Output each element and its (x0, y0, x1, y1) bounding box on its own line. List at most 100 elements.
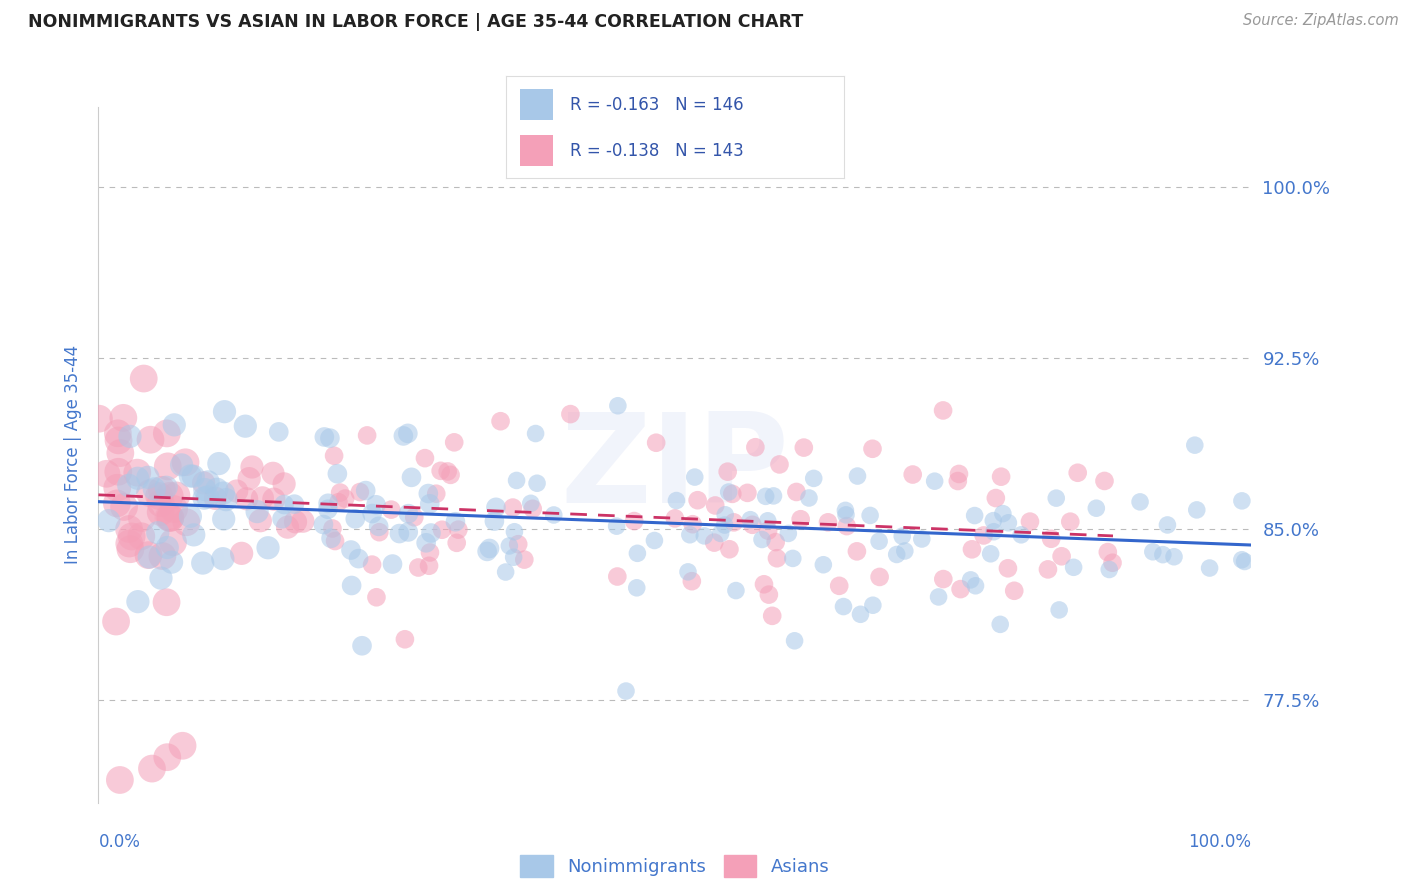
Point (283, 497, 305, 511)
Point (273, 476, 295, 491)
Point (141, 762, 163, 776)
Point (420, 526, 443, 541)
Point (197, 475, 219, 489)
Point (197, 490, 219, 504)
Legend: Nonimmigrants, Asians: Nonimmigrants, Asians (513, 847, 837, 884)
Point (679, 528, 702, 542)
Point (212, 512, 235, 526)
Point (503, 524, 526, 539)
Point (886, 548, 908, 562)
Point (225, 484, 247, 499)
Point (752, 577, 775, 591)
Point (214, 405, 236, 419)
Point (714, 508, 737, 522)
Point (683, 470, 706, 484)
Point (394, 632, 416, 647)
Point (498, 539, 520, 553)
Point (495, 565, 517, 579)
Point (606, 519, 628, 533)
Point (211, 551, 233, 566)
Point (832, 599, 855, 614)
Point (319, 531, 342, 545)
Point (110, 446, 132, 460)
Point (215, 492, 238, 507)
Point (356, 428, 378, 442)
Point (665, 493, 688, 508)
Point (364, 498, 387, 512)
Point (183, 528, 205, 542)
Text: R = -0.138   N = 143: R = -0.138 N = 143 (571, 142, 744, 160)
Text: 0.0%: 0.0% (98, 833, 141, 851)
Point (96, 467, 118, 481)
Point (429, 464, 451, 478)
Point (138, 548, 160, 562)
Point (959, 573, 981, 587)
Point (238, 472, 260, 486)
Point (152, 549, 174, 563)
Point (1067, 466, 1090, 480)
Point (543, 508, 565, 522)
Point (249, 514, 271, 528)
Point (862, 599, 884, 613)
Point (107, 465, 129, 479)
Point (834, 503, 856, 517)
Point (155, 595, 177, 609)
Point (314, 430, 336, 444)
Point (614, 684, 637, 698)
Point (997, 561, 1019, 575)
Point (981, 514, 1004, 528)
Point (623, 514, 645, 528)
Point (901, 467, 924, 482)
Point (983, 524, 1005, 539)
Point (990, 469, 1012, 483)
Point (948, 467, 970, 481)
Point (991, 507, 1014, 521)
Point (768, 458, 790, 472)
Point (845, 544, 868, 558)
Point (179, 469, 201, 483)
Point (262, 467, 284, 481)
Point (446, 536, 468, 550)
Point (105, 615, 128, 629)
Point (891, 529, 914, 543)
Point (404, 510, 426, 524)
Point (156, 426, 179, 441)
Point (755, 489, 778, 503)
Point (1101, 556, 1123, 570)
Point (1010, 528, 1032, 542)
Point (366, 591, 388, 605)
Point (1184, 438, 1206, 452)
Point (997, 516, 1019, 530)
Point (960, 542, 983, 557)
Point (756, 514, 779, 528)
Point (194, 483, 217, 497)
Point (344, 512, 367, 526)
Text: ZIP: ZIP (561, 409, 789, 529)
Point (112, 410, 135, 425)
Point (150, 571, 173, 585)
Point (1233, 554, 1256, 568)
Point (682, 517, 704, 532)
Point (231, 546, 253, 560)
Point (138, 550, 160, 565)
Point (267, 425, 290, 439)
Point (316, 496, 339, 510)
Point (522, 501, 544, 516)
Point (129, 529, 152, 543)
Point (136, 470, 159, 484)
Point (744, 440, 766, 454)
Point (965, 579, 987, 593)
Point (606, 399, 628, 413)
Point (176, 516, 198, 530)
Point (149, 505, 172, 519)
Point (505, 474, 527, 488)
Point (756, 524, 779, 538)
Point (849, 607, 872, 622)
Point (291, 514, 314, 528)
Point (118, 536, 141, 550)
Point (1230, 494, 1253, 508)
Point (191, 556, 214, 570)
Point (868, 534, 890, 549)
Point (172, 739, 194, 753)
Point (155, 480, 177, 494)
